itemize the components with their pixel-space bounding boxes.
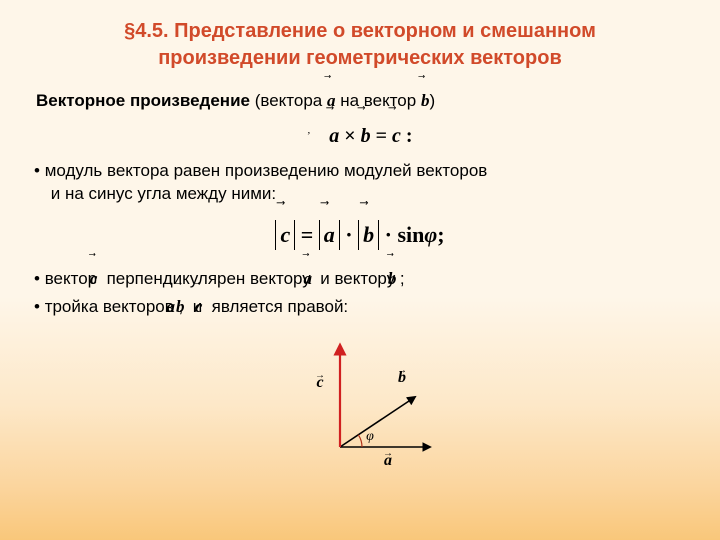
vector-diagram-wrap: →a→b→cφ: [30, 327, 690, 484]
title-line-1: §4.5. Представление о векторном и смешан…: [124, 20, 596, 42]
svg-text:c: c: [316, 374, 323, 391]
small-marker: ,: [307, 123, 310, 138]
phi-symbol: φ: [424, 222, 437, 247]
bullet1-text-b: и на синус угла между ними:: [51, 184, 276, 203]
definition-bold: Векторное произведение: [36, 91, 250, 110]
svg-text:a: a: [384, 452, 392, 469]
vector-a-letter: a: [327, 91, 336, 110]
times-sign: ×: [339, 125, 360, 147]
bullet3-text-a: тройка векторов: [45, 297, 179, 316]
section-title: §4.5. Представление о векторном и смешан…: [0, 0, 720, 72]
formula-vec-a: ⃗a: [329, 123, 339, 150]
vector-b-letter: b: [421, 91, 430, 110]
svg-text:b: b: [398, 369, 406, 386]
svg-text:φ: φ: [366, 429, 374, 444]
vector-diagram: →a→b→cφ: [280, 327, 440, 477]
vector-a-inline: ⃗a: [327, 90, 336, 113]
bullet2-text-d: ;: [400, 269, 405, 288]
magnitude-formula: ⃗c = ⃗a · ⃗b · sinφ;: [30, 220, 690, 250]
sin-label: sin: [397, 222, 424, 247]
definition-line: Векторное произведение (вектора ⃗a на ве…: [30, 90, 690, 113]
bullet3-text-d: является правой:: [207, 297, 348, 316]
bullet-3: тройка векторов ⃗a, ⃗b и ⃗c является пра…: [42, 296, 690, 319]
content-area: Векторное произведение (вектора ⃗a на ве…: [0, 72, 720, 484]
title-line-2: произведении геометрических векторов: [158, 47, 562, 69]
vector-b-inline: ⃗b: [421, 90, 430, 113]
bullet-1: модуль вектора равен произведению модуле…: [42, 160, 690, 206]
abs-b: ⃗b: [358, 220, 379, 250]
formula-vec-b: ⃗b: [361, 123, 371, 150]
def-part-1: (вектора: [250, 91, 327, 110]
abs-c: ⃗c: [275, 220, 295, 250]
colon-sign: :: [401, 125, 413, 147]
equals-sign: =: [371, 125, 392, 147]
bullet2-text-b: перпендикулярен вектору: [102, 269, 316, 288]
bullet-2: вектор ⃗c перпендикулярен вектору ⃗a и в…: [42, 268, 690, 291]
def-part-3: ): [429, 91, 435, 110]
def-part-2: на вектор: [335, 91, 420, 110]
cross-product-formula: , ⃗a × ⃗b = ⃗c :: [30, 123, 690, 150]
bullet1-text-a: модуль вектора равен произведению модуле…: [45, 161, 488, 180]
abs-a: ⃗a: [319, 220, 340, 250]
formula-vec-c: ⃗c: [392, 123, 401, 150]
